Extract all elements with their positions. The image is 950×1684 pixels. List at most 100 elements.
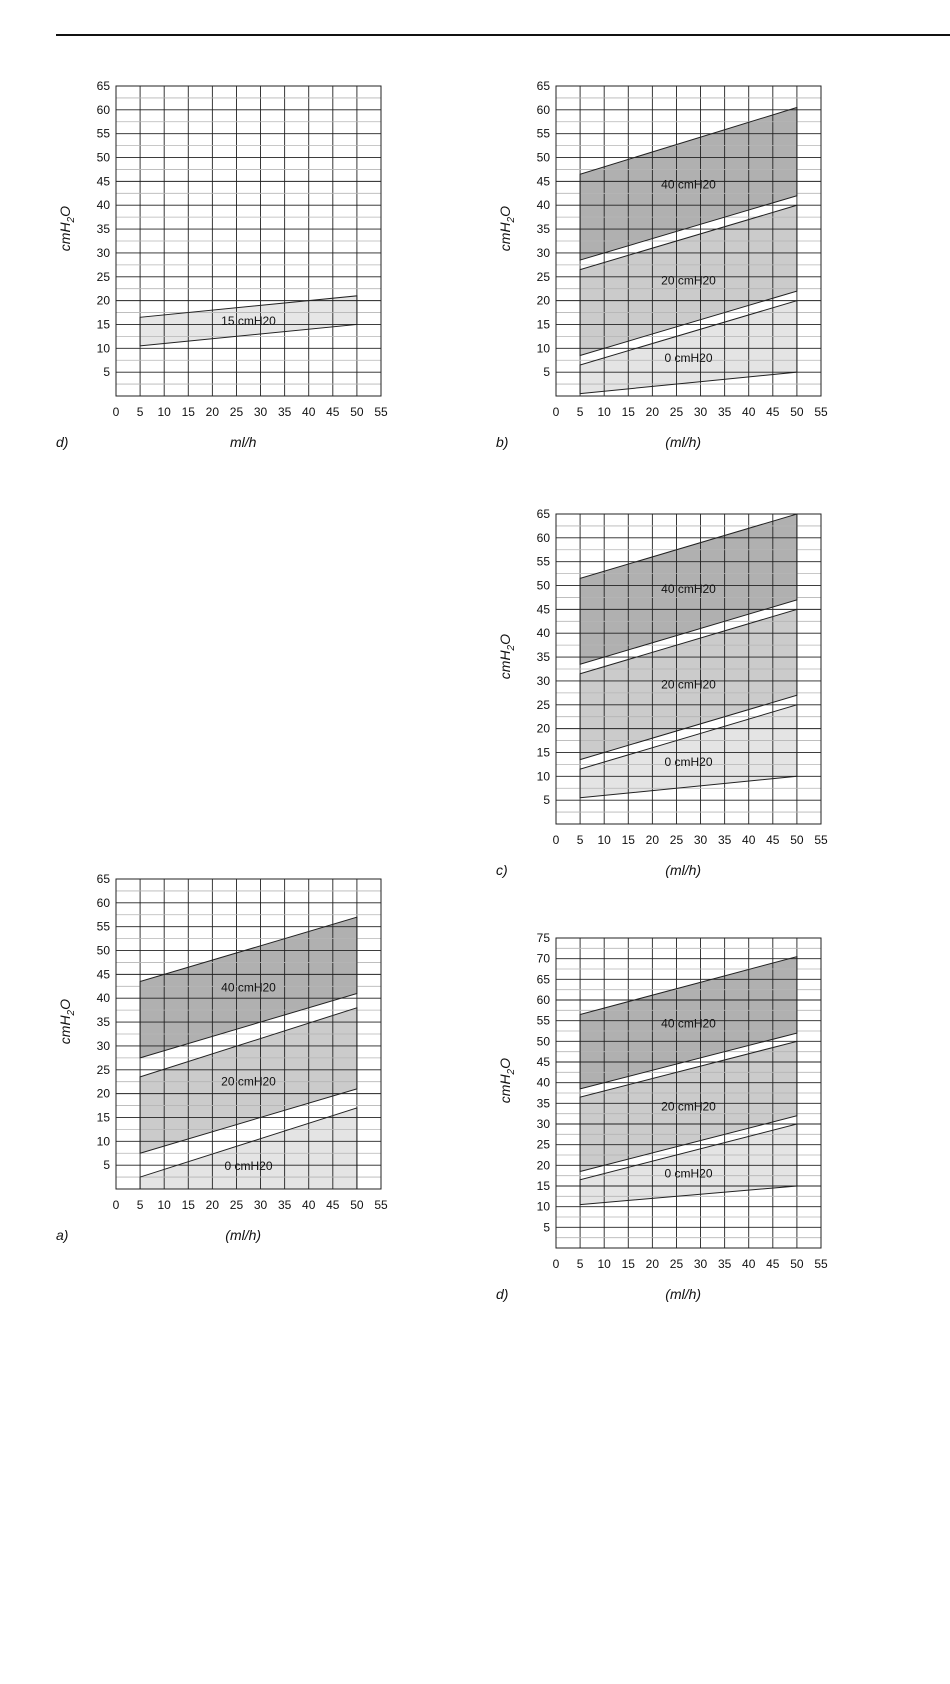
x-tick-label: 40 bbox=[302, 405, 316, 419]
y-tick-label: 30 bbox=[537, 674, 551, 688]
x-tick-label: 25 bbox=[670, 833, 684, 847]
x-tick-label: 45 bbox=[766, 1257, 780, 1271]
y-tick-label: 25 bbox=[537, 1138, 551, 1152]
y-tick-label: 60 bbox=[97, 103, 111, 117]
y-tick-label: 45 bbox=[537, 1055, 551, 1069]
y-tick-label: 65 bbox=[97, 79, 111, 93]
y-tick-label: 25 bbox=[537, 270, 551, 284]
x-tick-label: 45 bbox=[766, 405, 780, 419]
x-tick-label: 35 bbox=[718, 833, 732, 847]
y-tick-label: 15 bbox=[537, 1179, 551, 1193]
band-20 bbox=[580, 1041, 797, 1172]
band-outline bbox=[579, 955, 798, 1090]
x-tick-label: 45 bbox=[766, 833, 780, 847]
plot-frame bbox=[555, 513, 822, 825]
x-axis-title: (ml/h) bbox=[665, 434, 701, 450]
chart-svg-bottom-left: 40 cmH20 20 cmH20 0 cmH20 5 10 15 20 25 30 35 40 45… bbox=[56, 872, 388, 1243]
y-tick-label: 65 bbox=[537, 507, 551, 521]
x-tick-label: 5 bbox=[577, 405, 584, 419]
band-outline bbox=[579, 299, 798, 395]
band-outline bbox=[579, 608, 798, 761]
x-tick-label: 40 bbox=[302, 1198, 316, 1212]
band-0 bbox=[580, 704, 797, 798]
y-tick-label: 35 bbox=[537, 222, 551, 236]
x-tick-label: 50 bbox=[790, 405, 804, 419]
chart-svg-middle-right: 40 cmH20 20 cmH20 0 cmH20 5 10 15 20 25 30 35 40 45… bbox=[496, 507, 828, 878]
y-tick-label: 70 bbox=[537, 952, 551, 966]
x-tick-label: 50 bbox=[790, 833, 804, 847]
y-tick-label: 15 bbox=[537, 745, 551, 759]
plot-frame bbox=[555, 937, 822, 1249]
band-label: 40 cmH20 bbox=[661, 1016, 716, 1030]
x-tick-label: 40 bbox=[742, 405, 756, 419]
x-tick-label: 0 bbox=[553, 1257, 560, 1271]
y-tick-label: 40 bbox=[537, 198, 551, 212]
x-tick-label: 15 bbox=[622, 833, 636, 847]
band-label: 0 cmH20 bbox=[664, 1167, 712, 1181]
y-tick-label: 55 bbox=[537, 1014, 551, 1028]
y-tick-label: 60 bbox=[537, 103, 551, 117]
plot-frame bbox=[115, 878, 382, 1190]
chart-svg-top-right: 40 cmH20 20 cmH20 0 cmH20 5 10 15 20 25 30 35 40 45… bbox=[496, 79, 828, 450]
y-tick-label: 20 bbox=[537, 1158, 551, 1172]
band-outline bbox=[579, 1040, 798, 1173]
y-tick-label: 35 bbox=[537, 650, 551, 664]
y-tick-label: 20 bbox=[537, 294, 551, 308]
x-tick-label: 30 bbox=[254, 405, 268, 419]
x-tick-label: 10 bbox=[598, 833, 612, 847]
x-tick-label: 15 bbox=[622, 405, 636, 419]
y-tick-label: 10 bbox=[537, 769, 551, 783]
band-0 bbox=[140, 1107, 357, 1189]
band-15 bbox=[140, 295, 357, 346]
x-tick-label: 0 bbox=[113, 1198, 120, 1212]
y-tick-label: 5 bbox=[103, 365, 110, 379]
y-tick-label: 15 bbox=[97, 317, 111, 331]
band-40 bbox=[140, 917, 357, 1058]
x-tick-label: 35 bbox=[718, 1257, 732, 1271]
x-tick-label: 25 bbox=[230, 1198, 244, 1212]
y-tick-label: 20 bbox=[97, 1087, 111, 1101]
y-tick-label: 25 bbox=[537, 698, 551, 712]
y-tick-label: 10 bbox=[537, 1200, 551, 1214]
y-tick-label: 5 bbox=[543, 1220, 550, 1234]
y-tick-label: 55 bbox=[97, 127, 111, 141]
y-tick-label: 60 bbox=[537, 531, 551, 545]
y-tick-label: 60 bbox=[97, 896, 111, 910]
panel-tag: b) bbox=[496, 434, 508, 450]
x-tick-label: 30 bbox=[694, 1257, 708, 1271]
x-axis-title: (ml/h) bbox=[225, 1227, 261, 1243]
y-tick-label: 45 bbox=[537, 602, 551, 616]
y-tick-label: 30 bbox=[537, 246, 551, 260]
chart-panel-middle-right: 40 cmH20 20 cmH20 0 cmH20 5 10 15 20 25 30 35 40 45… bbox=[490, 488, 870, 888]
x-tick-label: 0 bbox=[113, 405, 120, 419]
x-tick-label: 5 bbox=[577, 1257, 584, 1271]
band-0 bbox=[580, 1124, 797, 1205]
y-tick-label: 15 bbox=[97, 1110, 111, 1124]
x-tick-label: 55 bbox=[374, 405, 388, 419]
y-tick-label: 55 bbox=[537, 127, 551, 141]
x-tick-label: 50 bbox=[350, 405, 364, 419]
y-tick-label: 10 bbox=[97, 341, 111, 355]
y-tick-label: 25 bbox=[97, 1063, 111, 1077]
y-tick-label: 45 bbox=[537, 174, 551, 188]
band-0 bbox=[580, 300, 797, 394]
y-tick-label: 60 bbox=[537, 993, 551, 1007]
x-tick-label: 0 bbox=[553, 833, 560, 847]
x-tick-label: 0 bbox=[553, 405, 560, 419]
y-tick-label: 55 bbox=[537, 555, 551, 569]
y-tick-label: 55 bbox=[97, 920, 111, 934]
y-tick-label: 30 bbox=[537, 1117, 551, 1131]
band-outline bbox=[579, 1123, 798, 1206]
y-tick-label: 65 bbox=[537, 79, 551, 93]
x-tick-label: 10 bbox=[158, 405, 172, 419]
chart-panel-top-left: 15 cmH20 5 10 15 20 25 30 35 40 45 50 55 60 65 0 5 10 15 2… bbox=[50, 60, 430, 460]
plot-frame bbox=[555, 85, 822, 397]
panel-tag: a) bbox=[56, 1227, 68, 1243]
chart-panel-top-right: 40 cmH20 20 cmH20 0 cmH20 5 10 15 20 25 30 35 40 45… bbox=[490, 60, 870, 460]
x-axis-title: (ml/h) bbox=[665, 1286, 701, 1302]
x-tick-label: 5 bbox=[137, 1198, 144, 1212]
y-tick-label: 10 bbox=[537, 341, 551, 355]
y-tick-label: 15 bbox=[537, 317, 551, 331]
y-tick-label: 75 bbox=[537, 931, 551, 945]
y-tick-label: 50 bbox=[537, 579, 551, 593]
